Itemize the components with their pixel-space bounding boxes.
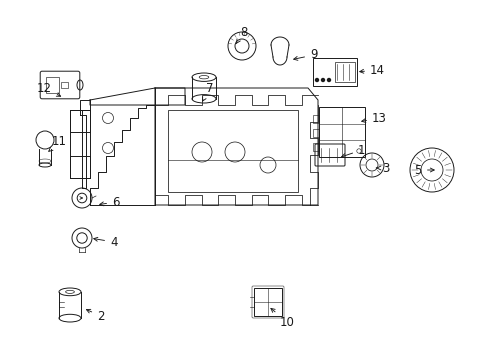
Text: 3: 3	[376, 162, 388, 175]
Bar	[61, 82, 68, 88]
Circle shape	[321, 78, 324, 81]
Text: 2: 2	[86, 309, 104, 323]
Text: 12: 12	[37, 81, 61, 96]
Text: 4: 4	[94, 235, 117, 248]
Bar	[312, 143, 318, 151]
Text: 8: 8	[236, 26, 247, 44]
Bar	[70, 156, 90, 178]
Bar	[312, 129, 318, 137]
Bar	[168, 110, 297, 192]
Text: 11: 11	[49, 135, 67, 151]
Text: 1: 1	[341, 144, 365, 157]
Bar	[318, 107, 364, 157]
Bar	[312, 115, 318, 123]
Text: 6: 6	[100, 195, 119, 208]
Text: 13: 13	[361, 112, 386, 125]
Circle shape	[327, 78, 330, 81]
Bar	[70, 110, 90, 132]
Text: 9: 9	[293, 49, 317, 62]
Text: 10: 10	[270, 309, 294, 328]
Bar	[334, 62, 354, 82]
Text: 5: 5	[414, 163, 433, 176]
Bar	[253, 288, 282, 316]
Bar	[312, 58, 356, 86]
Text: 7: 7	[202, 81, 213, 101]
Circle shape	[315, 78, 318, 81]
Bar	[46, 77, 59, 93]
Text: 14: 14	[359, 63, 384, 77]
